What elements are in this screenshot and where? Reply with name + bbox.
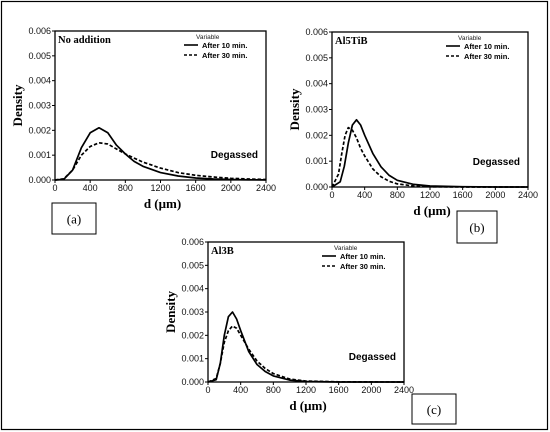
y-tick-label: 0.006 [181,237,204,247]
y-tick-label: 0.000 [28,175,51,185]
x-tick-label: 2400 [394,385,414,395]
y-tick-label: 0.005 [28,51,51,61]
x-tick-label: 1600 [329,385,349,395]
x-tick-label: 1600 [453,190,473,200]
x-tick-label: 0 [52,183,57,193]
x-tick-label: 1200 [296,385,316,395]
y-tick-label: 0.002 [28,125,51,135]
x-axis-label: d (μm) [413,203,450,218]
chart-panel-a: 0 400 800 1200 1600 2000 2400 0.000 0.001 0.002 0.… [10,26,276,235]
series-line-2 [207,325,405,383]
series-line-1 [54,126,267,181]
x-tick-label: 1200 [150,183,170,193]
panel-label-box [51,202,97,235]
y-tick-label: 0.003 [181,307,204,317]
y-tick-label: 0.004 [305,79,328,89]
panel-annotation: Al3B [211,246,234,257]
x-tick-label: 400 [357,190,372,200]
x-tick-label: 400 [83,183,98,193]
x-tick-label: 800 [266,385,281,395]
panel-label: (b) [469,220,484,235]
series-line-1 [207,311,404,383]
series-line-1 [331,118,528,188]
legend-entry: After 10 min. [464,42,509,51]
y-tick-label: 0.005 [181,260,204,270]
x-tick-label: 2400 [256,183,276,193]
y-axis-label: Density [10,84,25,126]
panel-annotation: Al5TiB [335,36,367,47]
legend-title: Variable [458,35,482,42]
x-tick-label: 1600 [186,183,206,193]
x-tick-label: 0 [205,385,210,395]
panel-label-box [411,393,457,425]
degassed-label: Degassed [473,157,520,168]
chart-panel-c: 0 400 800 1200 1600 2000 2400 0.000 0.001 0.002 0.… [163,237,457,425]
x-tick-label: 1200 [420,190,440,200]
y-tick-label: 0.006 [28,26,51,36]
x-tick-label: 800 [118,183,133,193]
x-axis-label: d (μm) [289,398,326,413]
y-tick-label: 0.000 [305,182,328,192]
y-tick-label: 0.006 [305,27,328,37]
legend-entry: After 30 min. [340,262,385,271]
y-tick-label: 0.003 [305,105,328,115]
legend-title: Variable [334,245,358,252]
series-line-2 [54,141,267,181]
x-axis-label: d (μm) [144,196,181,211]
x-tick-label: 0 [329,190,334,200]
y-axis-label: Density [163,291,178,333]
legend-title: Variable [196,34,220,41]
y-tick-label: 0.004 [28,76,51,86]
y-tick-label: 0.002 [181,330,204,340]
y-tick-label: 0.003 [28,101,51,111]
x-tick-label: 2400 [518,190,538,200]
chart-panel-b: 0 400 800 1200 1600 2000 2400 0.000 0.001 0.002 0.… [287,27,538,244]
panel-label: (a) [67,212,81,227]
y-tick-label: 0.005 [305,53,328,63]
x-tick-label: 400 [233,385,248,395]
series-line-2 [331,126,528,188]
y-tick-label: 0.001 [305,156,328,166]
panel-label: (c) [427,402,441,417]
x-tick-label: 2000 [221,183,241,193]
y-tick-label: 0.002 [305,130,328,140]
y-tick-label: 0.004 [181,284,204,294]
y-tick-label: 0.001 [181,354,204,364]
y-tick-label: 0.000 [181,377,204,387]
legend-entry: After 30 min. [202,51,247,60]
y-tick-label: 0.001 [28,150,51,160]
legend-entry: After 10 min. [202,41,247,50]
legend-entry: After 10 min. [340,252,385,261]
x-tick-label: 800 [390,190,405,200]
x-tick-label: 2000 [485,190,505,200]
degassed-label: Degassed [211,150,258,161]
panel-annotation: No addition [58,35,111,46]
panel-label-box [456,210,498,244]
y-axis-label: Density [287,88,302,130]
degassed-label: Degassed [349,352,396,363]
x-tick-label: 2000 [361,385,381,395]
legend-entry: After 30 min. [464,52,509,61]
